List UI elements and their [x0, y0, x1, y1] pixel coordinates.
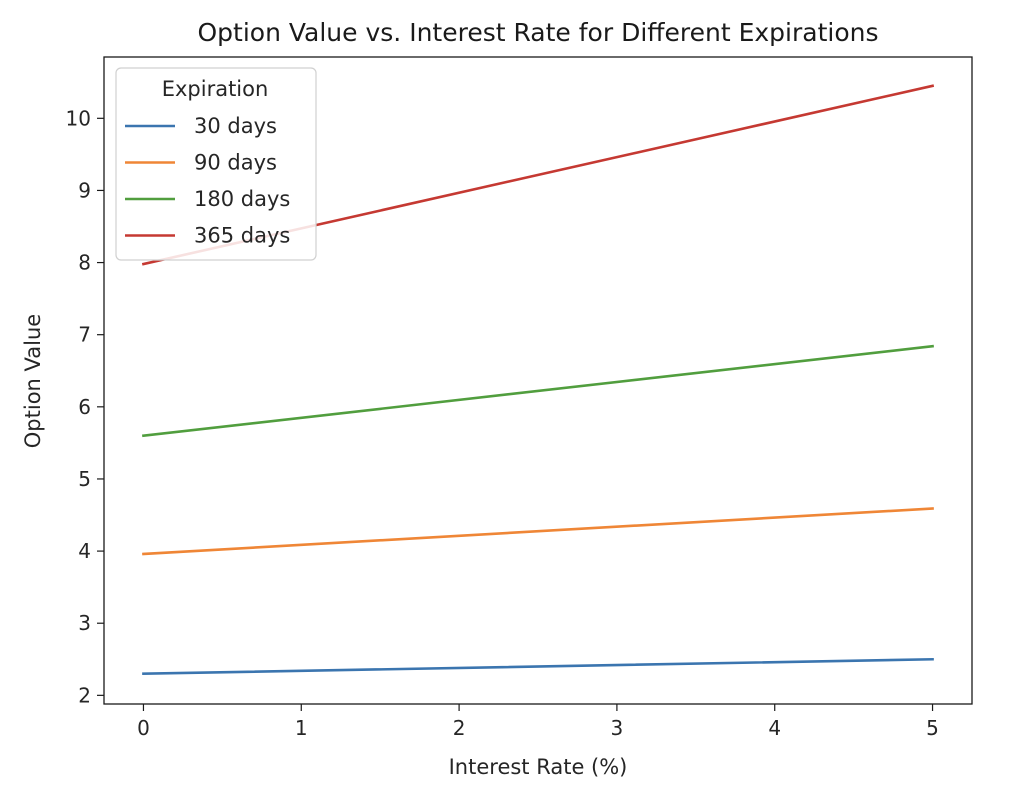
legend-label-3: 180 days: [194, 187, 290, 211]
x-tick-label: 2: [453, 716, 466, 740]
series-line-3: [142, 344, 934, 438]
series-line-1: [142, 657, 934, 676]
y-tick-label: 10: [66, 106, 91, 130]
y-tick-label: 5: [78, 467, 91, 491]
y-tick-label: 2: [78, 683, 91, 707]
legend-label-4: 365 days: [194, 224, 290, 248]
legend: Expiration 30 days 90 days 180 days 365 days: [115, 67, 317, 261]
x-axis-label: Interest Rate (%): [449, 755, 628, 779]
x-tick-label: 3: [611, 716, 624, 740]
y-tick-label: 3: [78, 611, 91, 635]
y-tick-label: 7: [78, 323, 91, 347]
y-axis-label: Option Value: [21, 314, 45, 448]
x-tick-label: 1: [295, 716, 308, 740]
x-axis-ticks: 0 1 2 3 4 5: [137, 704, 939, 740]
chart-title: Option Value vs. Interest Rate for Diffe…: [198, 18, 879, 47]
y-tick-label: 6: [78, 395, 91, 419]
y-tick-label: 4: [78, 539, 91, 563]
legend-label-2: 90 days: [194, 151, 277, 175]
plot-frame: [103, 56, 973, 705]
y-tick-label: 8: [78, 251, 91, 275]
y-axis-ticks: 2 3 4 5 6 7 8 9 10: [66, 106, 104, 707]
x-tick-label: 0: [137, 716, 150, 740]
legend-title: Expiration: [162, 77, 269, 101]
series-line-2: [142, 507, 934, 556]
legend-label-1: 30 days: [194, 114, 277, 138]
x-tick-label: 5: [926, 716, 939, 740]
legend-box: [115, 67, 317, 261]
x-tick-label: 4: [768, 716, 781, 740]
y-tick-label: 9: [78, 178, 91, 202]
